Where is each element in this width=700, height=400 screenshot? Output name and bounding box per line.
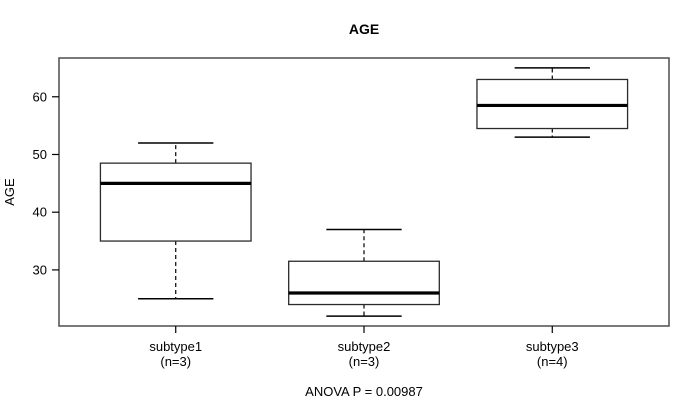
x-axis-sublabel: (n=3) bbox=[349, 354, 380, 369]
x-axis-label: subtype3 bbox=[526, 339, 579, 354]
y-tick-label: 40 bbox=[33, 205, 47, 220]
y-axis-label: AGE bbox=[2, 178, 17, 206]
y-tick-label: 50 bbox=[33, 147, 47, 162]
y-tick-label: 60 bbox=[33, 89, 47, 104]
anova-p-value: ANOVA P = 0.00987 bbox=[305, 384, 423, 399]
iqr-box bbox=[99, 162, 252, 242]
iqr-box bbox=[288, 260, 440, 306]
plot-layer: 30405060subtype1(n=3)subtype2(n=3)subtyp… bbox=[33, 57, 670, 369]
x-axis-sublabel: (n=4) bbox=[537, 354, 568, 369]
x-axis-sublabel: (n=3) bbox=[160, 354, 191, 369]
y-tick-label: 30 bbox=[33, 262, 47, 277]
x-axis-label: subtype2 bbox=[338, 339, 391, 354]
x-axis-label: subtype1 bbox=[149, 339, 202, 354]
chart-title: AGE bbox=[349, 21, 379, 37]
